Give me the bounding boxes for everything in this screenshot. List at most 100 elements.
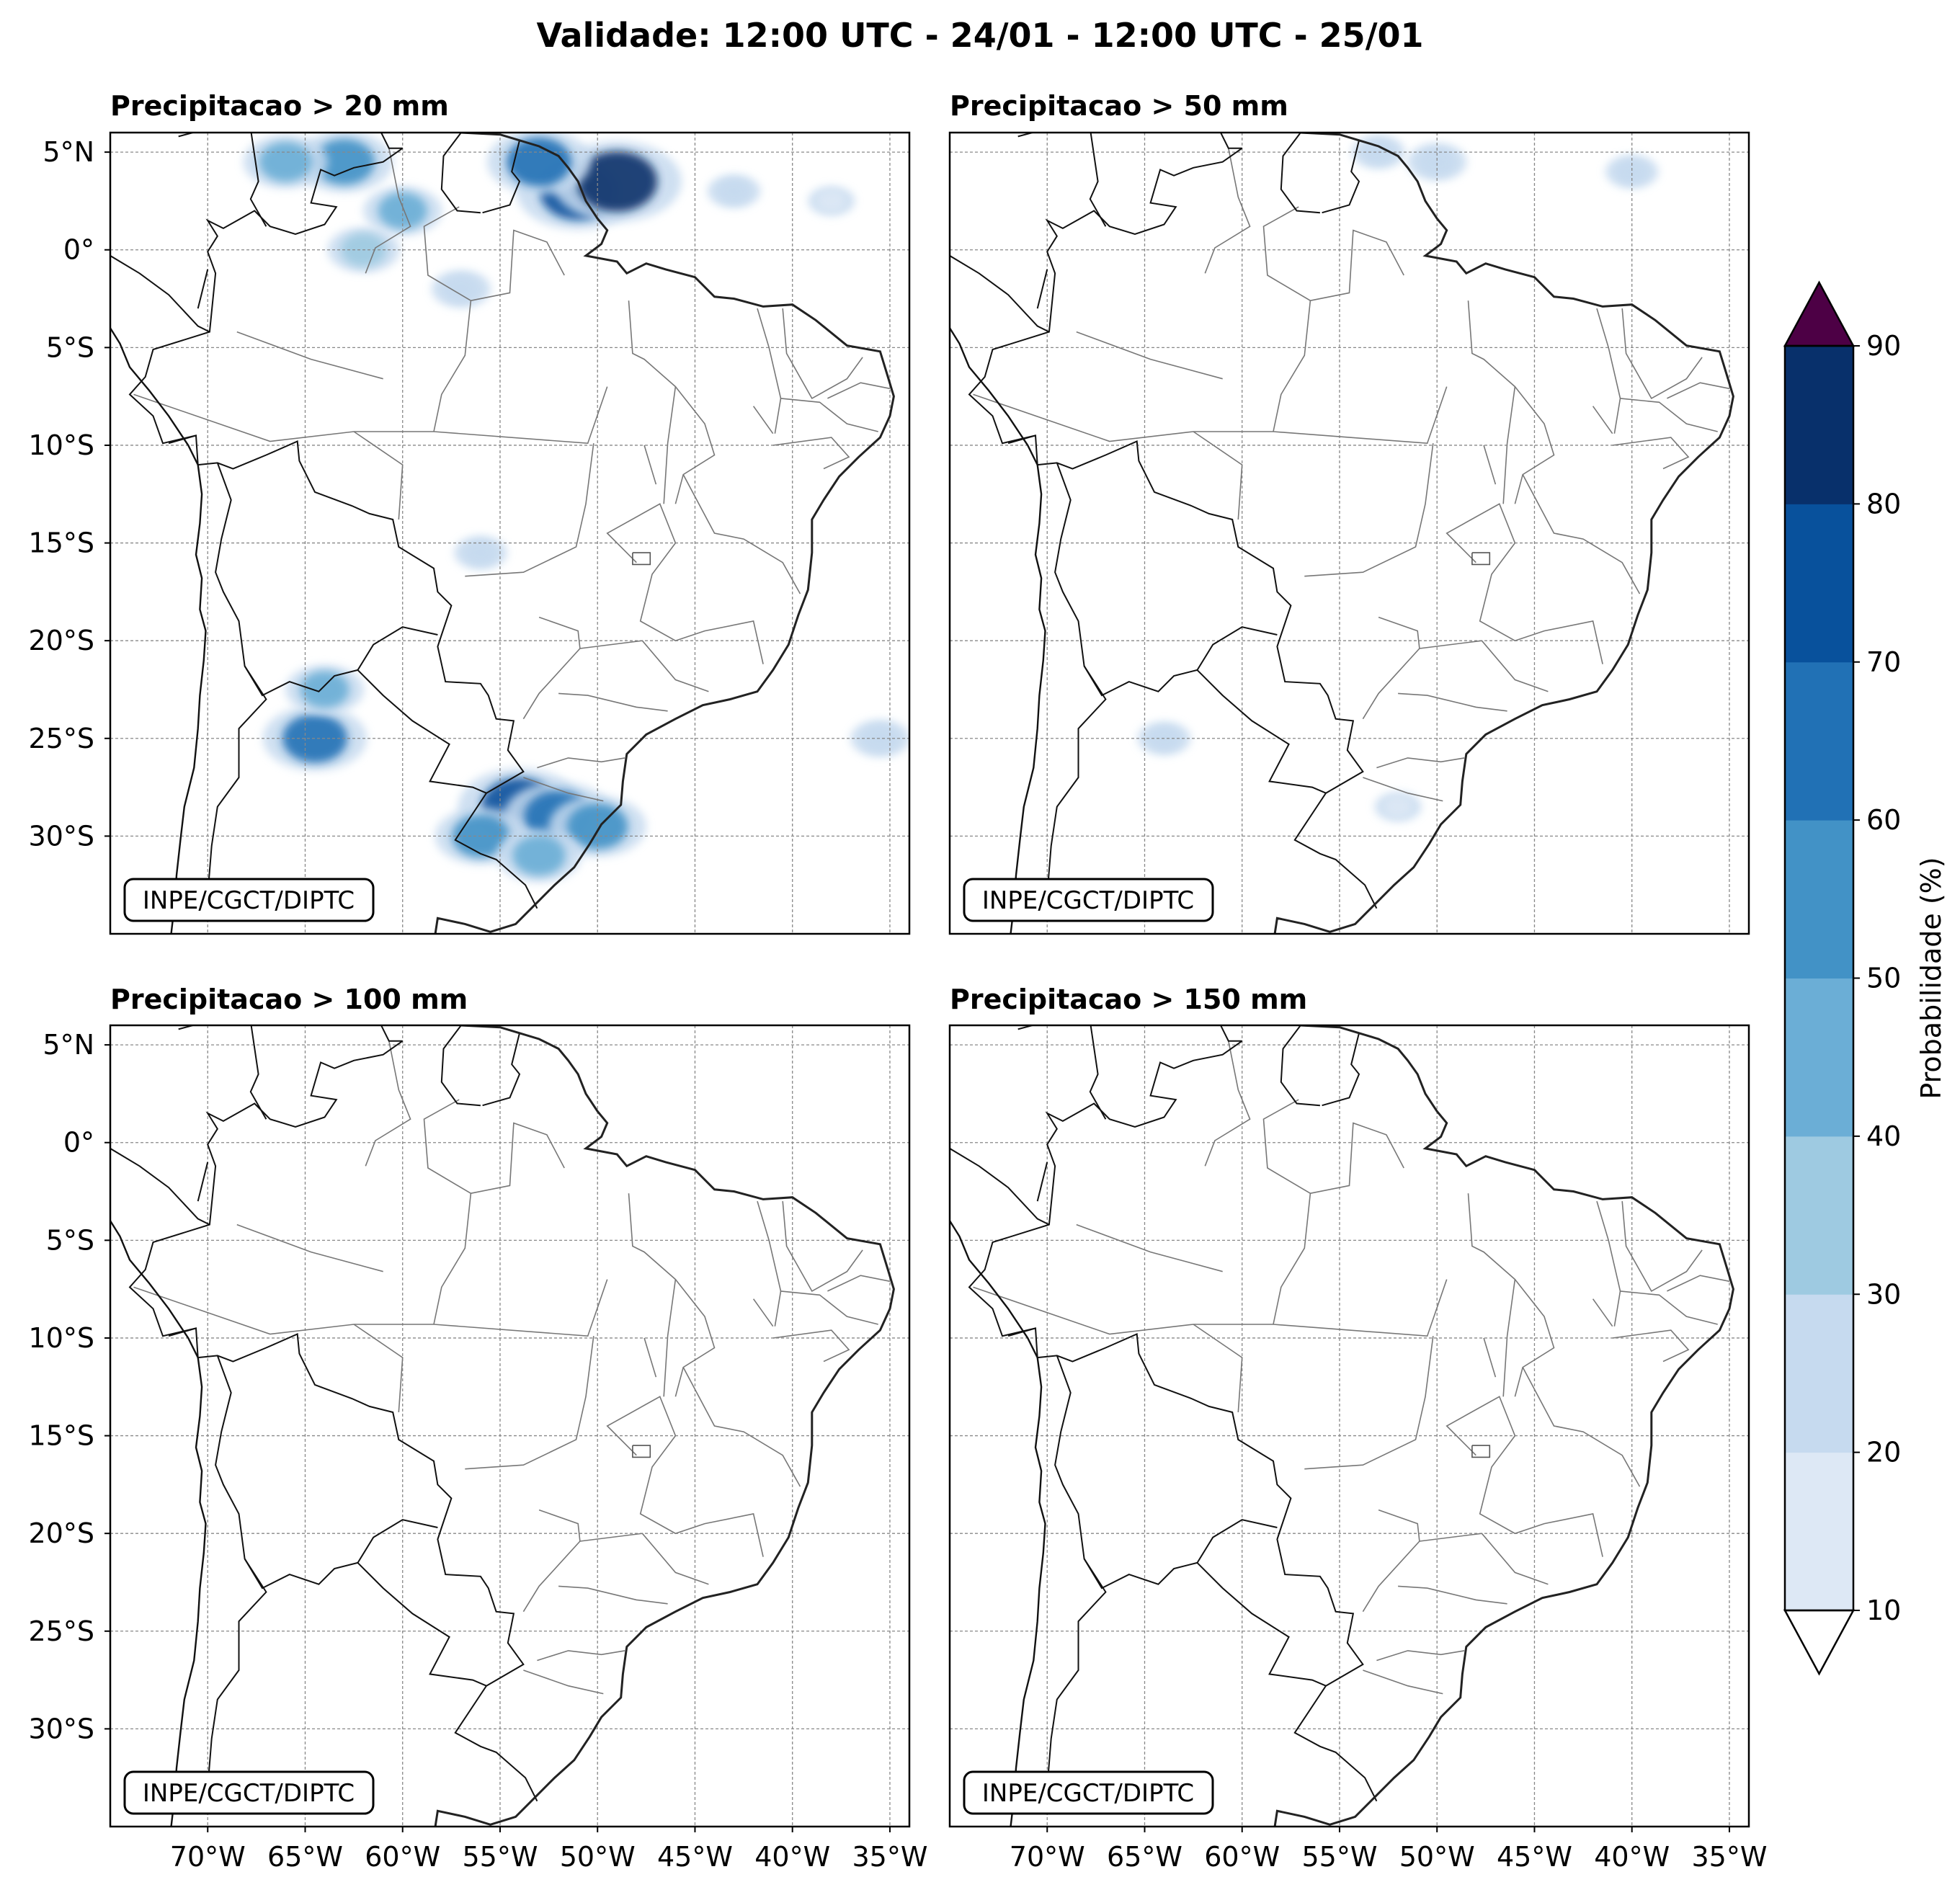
- state-border: [133, 1279, 608, 1337]
- country-border: [178, 133, 267, 227]
- credit-label: INPE/CGCT/DIPTC: [143, 1779, 355, 1808]
- state-border: [365, 1040, 411, 1167]
- state-border: [1310, 1122, 1404, 1194]
- country-border: [1054, 1355, 1278, 1590]
- state-border: [1514, 386, 1555, 504]
- lat-tick-label: 10°S: [29, 1322, 94, 1354]
- lat-tick-label: 30°S: [29, 820, 94, 852]
- state-border: [1596, 1200, 1621, 1327]
- colorbar-segment: [1785, 1294, 1853, 1453]
- state-border: [1667, 382, 1730, 399]
- colorbar-tick-label: 30: [1866, 1278, 1901, 1310]
- state-border: [772, 1329, 850, 1363]
- state-border: [579, 1533, 709, 1585]
- map-frame: [109, 1024, 911, 1828]
- credit-box: [963, 878, 1214, 922]
- state-border: [353, 1324, 404, 1413]
- lat-tick-label: 5°S: [46, 331, 94, 363]
- map-frame: [948, 131, 1750, 935]
- country-border: [1280, 1025, 1320, 1107]
- coastline-pacific: [110, 1220, 207, 1827]
- lon-tick-label: 55°W: [463, 1841, 538, 1873]
- coastline-pacific: [950, 1220, 1046, 1827]
- state-border: [1310, 229, 1404, 301]
- state-border: [1076, 1223, 1223, 1272]
- colorbar-under-arrow: [1783, 1609, 1856, 1676]
- lat-tick-label: 15°S: [29, 1420, 94, 1452]
- country-border: [1017, 1025, 1107, 1120]
- lat-tick-label: 20°S: [29, 625, 94, 656]
- state-border: [1620, 398, 1718, 432]
- state-border: [1522, 474, 1641, 594]
- state-border: [1304, 443, 1434, 577]
- map-frame: [948, 1024, 1750, 1828]
- state-border: [1204, 148, 1251, 274]
- lat-tick-label: 25°S: [29, 1615, 94, 1647]
- state-border: [1446, 503, 1603, 664]
- state-border: [471, 229, 565, 301]
- state-border: [628, 300, 677, 504]
- state-border: [973, 386, 1448, 445]
- lat-tick-label: 30°S: [29, 1713, 94, 1744]
- precip-probability-area: [1615, 159, 1649, 184]
- lon-tick-label: 60°W: [1204, 1841, 1280, 1873]
- credit-label: INPE/CGCT/DIPTC: [982, 886, 1194, 915]
- state-border: [1514, 1279, 1555, 1397]
- credit-box: [123, 1770, 375, 1815]
- lon-tick-label: 40°W: [754, 1841, 830, 1873]
- map-frame: [109, 131, 911, 935]
- colorbar-segment: [1785, 978, 1853, 1137]
- state-border: [1467, 300, 1516, 504]
- country-border: [168, 434, 197, 445]
- lon-tick-label: 40°W: [1594, 1841, 1670, 1873]
- lon-tick-label: 50°W: [1399, 1841, 1475, 1873]
- country-border: [1017, 133, 1107, 227]
- state-border: [1483, 1337, 1497, 1378]
- coastline-atlantic: [434, 1025, 895, 1827]
- country-border: [215, 1355, 438, 1590]
- state-border: [465, 443, 594, 577]
- colorbar-label: Probabilidade (%): [1915, 857, 1947, 1099]
- credit-label: INPE/CGCT/DIPTC: [143, 886, 355, 915]
- lat-tick-label: 10°S: [29, 429, 94, 461]
- figure-title: Validade: 12:00 UTC - 24/01 - 12:00 UTC …: [536, 16, 1423, 55]
- map-content: [950, 1025, 1749, 1827]
- country-border: [1054, 463, 1278, 697]
- state-border: [1193, 431, 1243, 520]
- lon-tick-label: 65°W: [1107, 1841, 1182, 1873]
- precip-probability-area: [282, 714, 348, 763]
- state-border: [558, 692, 668, 712]
- colorbar-tick-label: 40: [1866, 1120, 1901, 1152]
- coastline-atlantic: [434, 133, 895, 934]
- state-border: [1596, 308, 1621, 434]
- credit-box: [123, 878, 375, 922]
- state-border: [674, 1279, 716, 1397]
- state-border: [1193, 1324, 1243, 1413]
- state-border: [1592, 406, 1613, 434]
- state-border: [757, 308, 782, 434]
- country-border: [1196, 669, 1327, 794]
- federal-district-border: [632, 1445, 651, 1458]
- panel-title: Precipitacao > 20 mm: [110, 90, 449, 122]
- state-border: [643, 1337, 657, 1378]
- map-background: [950, 1025, 1749, 1827]
- state-border: [365, 148, 411, 274]
- state-border: [1483, 445, 1497, 485]
- state-border: [465, 1336, 594, 1470]
- state-border: [674, 386, 716, 504]
- precip-probability-area: [1383, 795, 1413, 818]
- state-border: [628, 1193, 677, 1397]
- country-border: [380, 133, 403, 149]
- country-border: [1046, 665, 1107, 895]
- lat-tick-label: 5°N: [43, 136, 94, 168]
- state-border: [523, 1669, 604, 1695]
- country-border: [1322, 1033, 1360, 1107]
- coastline-pacific: [110, 327, 207, 934]
- map-panel: Precipitacao > 150 mm INPE/CGCT/DIPTC 70°W…: [948, 984, 1767, 1873]
- lat-tick-label: 0°: [63, 234, 94, 266]
- state-border: [558, 1585, 668, 1605]
- state-border: [1592, 1298, 1613, 1327]
- state-border: [1419, 1533, 1549, 1585]
- colorbar-tick-label: 70: [1866, 646, 1901, 678]
- country-border: [1046, 1558, 1107, 1788]
